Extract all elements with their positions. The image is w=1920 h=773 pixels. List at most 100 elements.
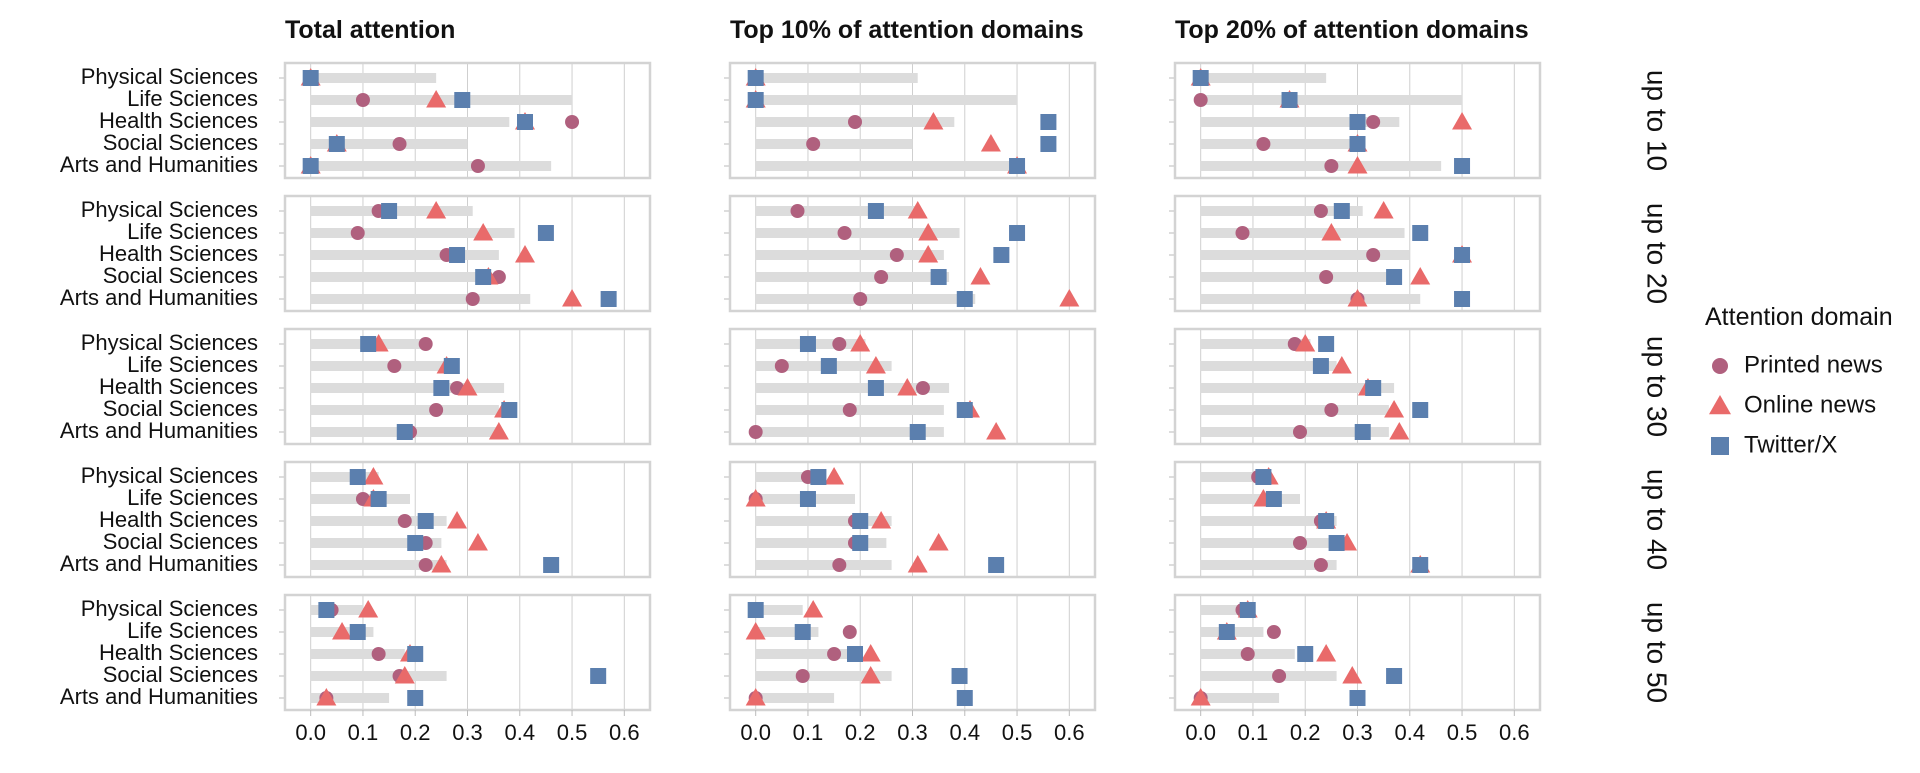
printed-news-point: [397, 514, 412, 528]
x-tick-label: 0.4: [1394, 720, 1425, 745]
printed-news-point: [848, 115, 862, 129]
online-news-point: [316, 688, 337, 706]
range-bar: [755, 228, 960, 238]
twitter-point: [867, 203, 884, 219]
online-news-point: [515, 245, 535, 263]
printed-news-point: [827, 647, 842, 661]
online-news-point: [467, 533, 488, 551]
twitter-point: [407, 690, 424, 706]
online-news-point: [457, 378, 478, 396]
twitter-point: [1333, 203, 1350, 219]
online-news-point: [980, 134, 1001, 152]
x-tick-label: 0.4: [504, 720, 535, 745]
panel-border: [1173, 327, 1542, 446]
printed-news-point: [392, 137, 407, 151]
range-bar: [310, 294, 531, 304]
twitter-point: [590, 668, 607, 684]
online-news-point: [332, 622, 353, 640]
online-news-point: [907, 201, 928, 219]
range-bar: [1200, 95, 1463, 105]
range-bar: [755, 383, 950, 393]
printed-news-point: [795, 669, 810, 683]
twitter-point: [1412, 402, 1429, 418]
range-bar: [310, 516, 447, 526]
online-news-point: [970, 267, 991, 285]
category-label: Life Sciences: [127, 485, 258, 510]
twitter-point: [1328, 535, 1345, 551]
printed-news-point: [842, 625, 857, 639]
online-news-point: [1347, 156, 1368, 174]
printed-news-point: [774, 359, 789, 373]
twitter-point: [328, 136, 345, 152]
printed-news-point: [1266, 625, 1281, 639]
printed-news-point: [748, 425, 763, 439]
online-news-point: [871, 511, 892, 529]
twitter-point: [820, 358, 837, 374]
printed-news-point: [806, 137, 821, 151]
printed-news-point: [853, 292, 868, 306]
printed-news-point: [1256, 137, 1271, 151]
range-bar: [1200, 671, 1337, 681]
twitter-point: [930, 269, 947, 285]
legend-triangle-icon: [1709, 395, 1731, 415]
panel-border: [1173, 194, 1542, 313]
twitter-point: [443, 358, 460, 374]
twitter-point: [956, 402, 973, 418]
category-label: Health Sciences: [99, 108, 258, 133]
printed-news-point: [1193, 93, 1208, 107]
printed-news-point: [1313, 204, 1328, 218]
legend-label: Online news: [1744, 391, 1876, 418]
category-label: Life Sciences: [127, 352, 258, 377]
printed-news-point: [915, 381, 930, 395]
range-bar: [310, 649, 405, 659]
printed-news-point: [832, 558, 847, 572]
range-bar: [310, 472, 379, 482]
online-news-point: [860, 666, 881, 684]
x-tick-label: 0.1: [348, 720, 379, 745]
panel-border: [283, 327, 652, 446]
printed-news-point: [355, 93, 370, 107]
twitter-point: [852, 513, 869, 529]
range-bar: [1200, 405, 1389, 415]
online-news-point: [923, 112, 944, 130]
twitter-point: [370, 491, 387, 507]
online-news-point: [824, 467, 845, 485]
twitter-point: [1412, 557, 1429, 573]
printed-news-point: [1324, 403, 1339, 417]
printed-news-point: [832, 337, 847, 351]
range-bar: [310, 117, 510, 127]
printed-news-point: [1366, 248, 1381, 262]
printed-news-point: [1235, 226, 1250, 240]
category-label: Arts and Humanities: [60, 418, 258, 443]
twitter-point: [396, 424, 413, 440]
twitter-point: [1386, 269, 1403, 285]
legend-label: Printed news: [1744, 351, 1883, 378]
online-news-point: [426, 90, 447, 108]
printed-news-point: [1240, 647, 1255, 661]
range-bar: [1200, 272, 1395, 282]
online-news-point: [358, 600, 379, 618]
online-news-point: [1342, 666, 1363, 684]
x-tick-label: 0.1: [1238, 720, 1269, 745]
printed-news-point: [790, 204, 805, 218]
printed-news-point: [1293, 425, 1307, 439]
range-bar: [755, 206, 918, 216]
online-news-point: [1373, 201, 1394, 219]
category-label: Physical Sciences: [81, 596, 258, 621]
twitter-point: [1239, 602, 1256, 618]
range-bar: [1200, 538, 1332, 548]
twitter-point: [1318, 336, 1335, 352]
legend-label: Twitter/X: [1744, 431, 1837, 458]
twitter-point: [600, 291, 617, 307]
twitter-point: [475, 269, 492, 285]
online-news-point: [1389, 422, 1410, 440]
x-tick-label: 0.3: [452, 720, 483, 745]
printed-news-point: [418, 337, 433, 351]
category-label: Life Sciences: [127, 219, 258, 244]
range-bar: [310, 560, 447, 570]
printed-news-point: [1324, 159, 1339, 173]
x-tick-label: 0.0: [295, 720, 326, 745]
range-bar: [755, 427, 944, 437]
twitter-point: [1454, 291, 1471, 307]
